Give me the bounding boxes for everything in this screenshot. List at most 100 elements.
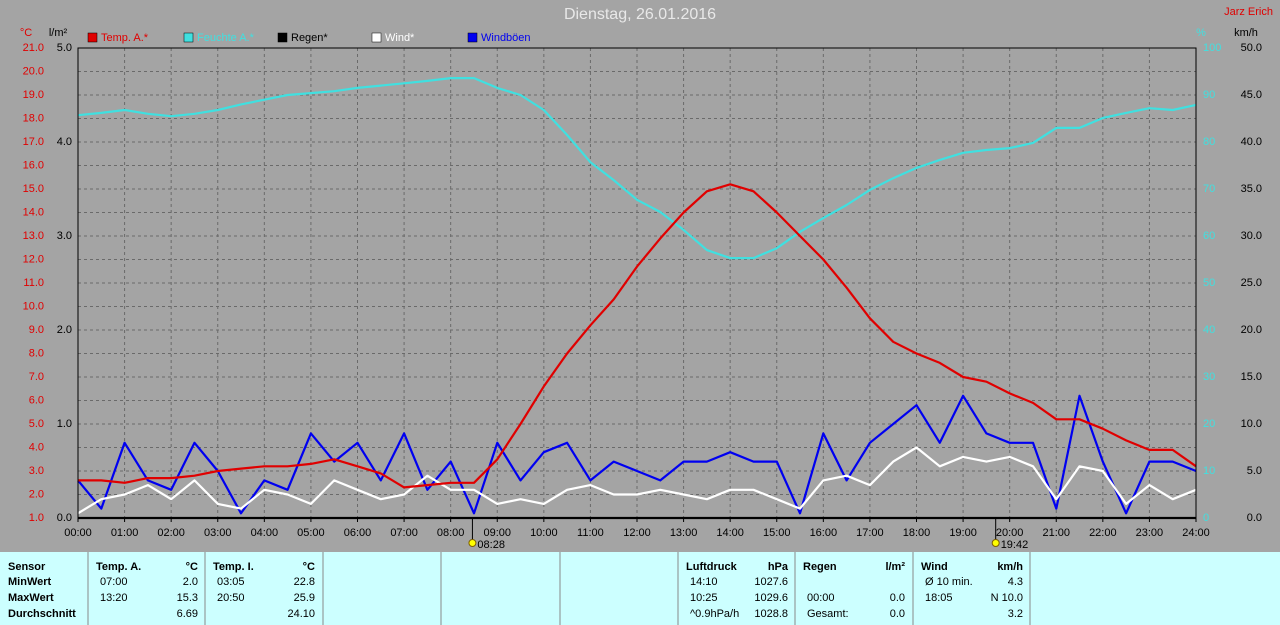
table-cell: 1028.8	[754, 608, 788, 620]
y-tick-label: 12.0	[23, 253, 44, 265]
chart-title: Dienstag, 26.01.2016	[564, 6, 716, 23]
table-cell: 1029.6	[754, 592, 788, 604]
x-tick-label: 22:00	[1089, 527, 1117, 539]
x-tick-label: 03:00	[204, 527, 232, 539]
y-tick-label: 6.0	[29, 394, 44, 406]
table-header: Regen	[803, 561, 837, 573]
y-tick-label: 5.0	[57, 42, 72, 54]
table-cell: 14:10	[690, 576, 718, 588]
x-tick-label: 24:00	[1182, 527, 1210, 539]
x-tick-label: 17:00	[856, 527, 884, 539]
table-header: Wind	[921, 561, 948, 573]
sun-label: 19:42	[1001, 539, 1029, 551]
x-tick-label: 10:00	[530, 527, 558, 539]
y-tick-label: 16.0	[23, 159, 44, 171]
legend-label: Temp. A.*	[101, 32, 149, 44]
legend-swatch	[277, 32, 288, 43]
data-line	[78, 183, 1197, 489]
y-tick-label: 50	[1203, 277, 1215, 289]
y-axis-unit: °C	[20, 27, 32, 39]
table-header: Temp. A.	[96, 561, 141, 573]
table-cell: Ø 10 min.	[925, 576, 973, 588]
y-tick-label: 18.0	[23, 112, 44, 124]
y-tick-label: 50.0	[1241, 42, 1262, 54]
table-cell: 18:05	[925, 592, 953, 604]
y-tick-label: 5.0	[1247, 465, 1262, 477]
legend-label: Windböen	[481, 32, 531, 44]
table-unit: l/m²	[885, 561, 905, 573]
wind-axis-unit: km/h	[1234, 27, 1258, 39]
x-tick-label: 15:00	[763, 527, 791, 539]
y-tick-label: 20	[1203, 418, 1215, 430]
table-cell: 4.3	[1008, 576, 1023, 588]
author: Jarz Erich	[1224, 6, 1273, 18]
legend-label: Wind*	[385, 32, 415, 44]
table-cell: 03:05	[217, 576, 245, 588]
x-tick-label: 18:00	[903, 527, 931, 539]
legend-swatch	[87, 32, 98, 43]
x-tick-label: 14:00	[716, 527, 744, 539]
legend-swatch	[467, 32, 478, 43]
table-cell: 6.69	[177, 608, 198, 620]
table-cell: 25.9	[294, 592, 315, 604]
x-tick-label: 21:00	[1042, 527, 1070, 539]
table-row-label: MinWert	[8, 576, 52, 588]
table-unit: km/h	[997, 561, 1023, 573]
table-unit: °C	[303, 561, 315, 573]
y-tick-label: 21.0	[23, 42, 44, 54]
y-tick-label: 5.0	[29, 418, 44, 430]
table-cell: 0.0	[890, 592, 905, 604]
sun-icon	[991, 539, 1000, 547]
table-cell: Gesamt:	[807, 608, 849, 620]
y-tick-label: 90	[1203, 89, 1215, 101]
table-cell: 20:50	[217, 592, 245, 604]
x-tick-label: 13:00	[670, 527, 698, 539]
x-tick-label: 02:00	[157, 527, 185, 539]
table-cell: 15.3	[177, 592, 198, 604]
table-cell: 10:25	[690, 592, 718, 604]
table-header: Sensor	[8, 561, 46, 573]
y-tick-label: 2.0	[57, 324, 72, 336]
y-tick-label: 20.0	[1241, 324, 1262, 336]
y-tick-label: 9.0	[29, 324, 44, 336]
table-cell: 13:20	[100, 592, 128, 604]
y-tick-label: 10	[1203, 465, 1215, 477]
table-cell: 24.10	[287, 608, 315, 620]
y-tick-label: 30.0	[1241, 230, 1262, 242]
grid	[77, 47, 1197, 519]
y-tick-label: 15.0	[23, 183, 44, 195]
table-cell: 00:00	[807, 592, 835, 604]
legend-swatch	[371, 32, 382, 43]
y-tick-label: 8.0	[29, 347, 44, 359]
y-tick-label: 3.0	[57, 230, 72, 242]
x-tick-label: 20:00	[996, 527, 1024, 539]
table-cell: N 10.0	[991, 592, 1023, 604]
y-tick-label: 3.0	[29, 465, 44, 477]
y-tick-label: 40	[1203, 324, 1215, 336]
x-tick-label: 06:00	[344, 527, 372, 539]
y-tick-label: 2.0	[29, 488, 44, 500]
y-tick-label: 13.0	[23, 230, 44, 242]
legend-label: Feuchte A.*	[197, 32, 255, 44]
y-tick-label: 1.0	[57, 418, 72, 430]
y-tick-label: 11.0	[23, 277, 44, 289]
humidity-axis-unit: %	[1196, 27, 1206, 39]
table-cell: 1027.6	[754, 576, 788, 588]
x-tick-label: 09:00	[483, 527, 511, 539]
data-line	[77, 394, 1197, 515]
y-tick-label: 45.0	[1241, 89, 1262, 101]
data-line	[77, 446, 1197, 515]
table-cell: 0.0	[890, 608, 905, 620]
x-tick-label: 16:00	[810, 527, 838, 539]
y-tick-label: 15.0	[1241, 371, 1262, 383]
data-line	[77, 77, 1197, 260]
y-tick-label: 19.0	[23, 89, 44, 101]
table-cell: 2.0	[183, 576, 198, 588]
table-cell: 07:00	[100, 576, 128, 588]
legend: Temp. A.* Feuchte A.* Regen* Wind* Windböen	[87, 32, 531, 44]
x-tick-label: 12:00	[623, 527, 651, 539]
x-tick-label: 19:00	[949, 527, 977, 539]
y-tick-label: 35.0	[1241, 183, 1262, 195]
y-tick-label: 7.0	[29, 371, 44, 383]
